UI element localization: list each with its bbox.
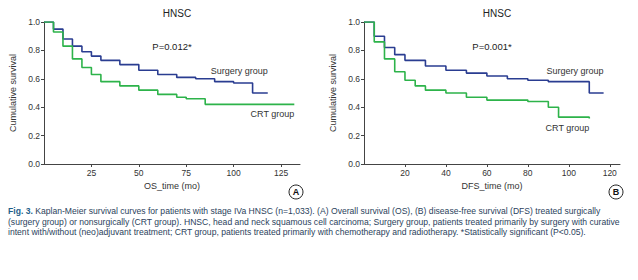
svg-text:40: 40 (441, 168, 451, 178)
svg-text:P=0.012*: P=0.012* (152, 41, 192, 52)
svg-text:0.0: 0.0 (348, 159, 360, 169)
svg-text:80: 80 (523, 168, 533, 178)
svg-text:0.2: 0.2 (348, 131, 360, 141)
svg-text:1.0: 1.0 (348, 17, 360, 27)
svg-text:125: 125 (274, 168, 288, 178)
svg-text:50: 50 (134, 168, 144, 178)
svg-text:100: 100 (227, 168, 241, 178)
svg-text:100: 100 (562, 168, 576, 178)
svg-text:Surgery group: Surgery group (211, 66, 268, 76)
svg-text:0.6: 0.6 (348, 74, 360, 84)
svg-text:0.6: 0.6 (28, 74, 40, 84)
svg-text:0.4: 0.4 (348, 102, 360, 112)
svg-text:CRT group: CRT group (251, 109, 295, 119)
svg-text:Cumulative survival: Cumulative survival (328, 54, 338, 132)
svg-text:P=0.001*: P=0.001* (472, 41, 512, 52)
svg-text:HNSC: HNSC (163, 8, 191, 19)
svg-text:20: 20 (400, 168, 410, 178)
svg-text:A: A (293, 187, 300, 197)
svg-text:120: 120 (603, 168, 617, 178)
svg-text:DFS_time (mo): DFS_time (mo) (461, 181, 522, 191)
svg-text:0.0: 0.0 (28, 159, 40, 169)
svg-text:CRT group: CRT group (546, 123, 590, 133)
svg-text:0.8: 0.8 (28, 45, 40, 55)
svg-text:OS_time (mo): OS_time (mo) (144, 181, 200, 191)
svg-text:60: 60 (482, 168, 492, 178)
svg-text:Surgery group: Surgery group (547, 66, 604, 76)
svg-text:Cumulative survival: Cumulative survival (8, 54, 18, 132)
svg-text:75: 75 (181, 168, 191, 178)
svg-text:0.8: 0.8 (348, 45, 360, 55)
svg-text:B: B (613, 187, 620, 197)
svg-text:0.2: 0.2 (28, 131, 40, 141)
svg-text:1.0: 1.0 (28, 17, 40, 27)
html-text:Fig. 3. Kaplan-Meier survival: Fig. 3. Kaplan-Meier survival curves for… (8, 206, 620, 238)
svg-text:HNSC: HNSC (483, 8, 511, 19)
svg-text:25: 25 (87, 168, 97, 178)
svg-text:0.4: 0.4 (28, 102, 40, 112)
